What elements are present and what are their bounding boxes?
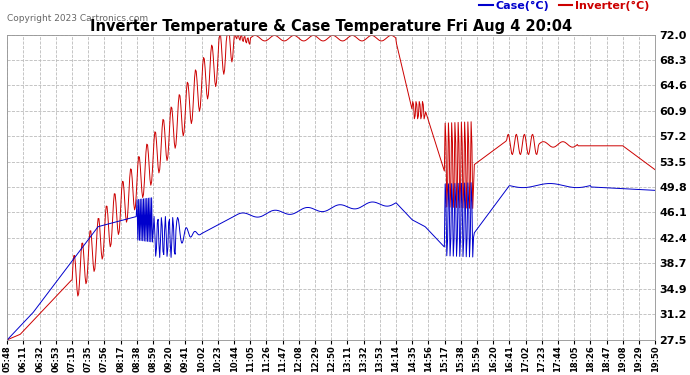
Text: Copyright 2023 Cartronics.com: Copyright 2023 Cartronics.com: [8, 13, 148, 22]
Title: Inverter Temperature & Case Temperature Fri Aug 4 20:04: Inverter Temperature & Case Temperature …: [90, 19, 572, 34]
Legend: Case(°C), Inverter(°C): Case(°C), Inverter(°C): [480, 1, 649, 11]
